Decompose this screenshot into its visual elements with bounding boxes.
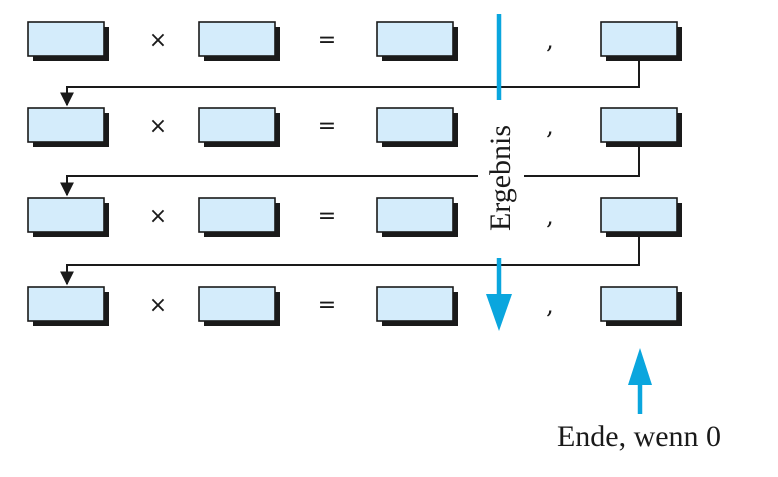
row-1: × = , (28, 22, 682, 61)
end-arrow (628, 348, 652, 414)
multiplier-box (199, 198, 280, 237)
product-box (377, 287, 458, 326)
remainder-box (601, 108, 682, 147)
product-box (377, 198, 458, 237)
times-symbol: × (149, 204, 167, 229)
feedback-arrow-3 (67, 237, 639, 284)
end-condition-label: Ende, wenn 0 (557, 420, 721, 453)
row-4: × = , (28, 287, 682, 326)
times-symbol: × (149, 293, 167, 318)
equals-symbol: = (318, 204, 336, 229)
remainder-box (601, 287, 682, 326)
multiplier-box (199, 22, 280, 61)
feedback-arrow-2 (67, 147, 639, 195)
row-3: × = , (28, 198, 682, 237)
multiplicand-box (28, 198, 109, 237)
times-symbol: × (149, 28, 167, 53)
times-symbol: × (149, 114, 167, 139)
comma: , (546, 26, 554, 54)
equals-symbol: = (318, 28, 336, 53)
comma: , (546, 112, 554, 140)
product-box (377, 108, 458, 147)
equals-symbol: = (318, 293, 336, 318)
equals-symbol: = (318, 114, 336, 139)
multiplicand-box (28, 22, 109, 61)
comma: , (546, 202, 554, 230)
remainder-box (601, 22, 682, 61)
result-label: Ergebnis (484, 125, 517, 231)
product-box (377, 22, 458, 61)
multiplier-box (199, 108, 280, 147)
row-2: × = , (28, 108, 682, 147)
remainder-box (601, 198, 682, 237)
feedback-arrow-1 (67, 61, 639, 105)
multiplier-box (199, 287, 280, 326)
multiplicand-box (28, 108, 109, 147)
comma: , (546, 291, 554, 319)
multiplicand-box (28, 287, 109, 326)
